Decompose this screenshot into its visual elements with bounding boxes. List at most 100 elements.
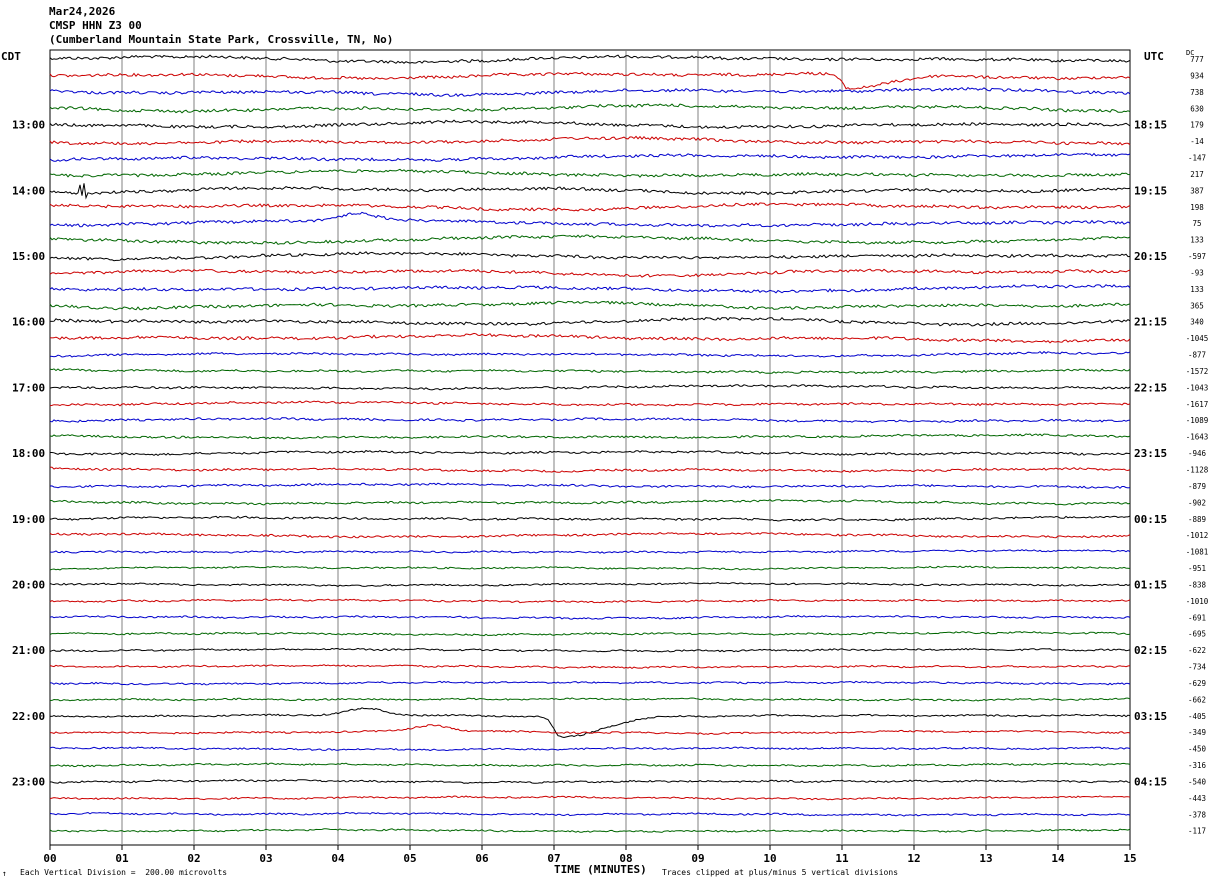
dc-offset-label: -147 — [1188, 154, 1206, 163]
dc-offset-label: 75 — [1192, 219, 1201, 228]
dc-offset-label: -889 — [1188, 515, 1206, 524]
trace-line — [49, 549, 1131, 554]
right-hour-label: 18:15 — [1134, 119, 1167, 132]
trace-line — [49, 332, 1131, 344]
dc-offset-label: -1128 — [1186, 466, 1209, 475]
trace-line — [49, 251, 1131, 262]
dc-offset-label: -622 — [1188, 646, 1206, 655]
corner-mark: ↑ — [2, 869, 7, 878]
dc-offset-label: -877 — [1188, 351, 1206, 360]
dc-offset-label: -879 — [1188, 482, 1206, 491]
trace-line — [49, 103, 1131, 114]
trace-line — [49, 268, 1131, 278]
dc-offset-label: -450 — [1188, 745, 1207, 754]
right-hour-label: 19:15 — [1134, 184, 1167, 197]
trace-line — [49, 466, 1131, 473]
x-tick-label: 15 — [1123, 852, 1136, 865]
dc-offset-label: -951 — [1188, 564, 1206, 573]
trace-line — [49, 795, 1131, 801]
x-tick-label: 05 — [403, 852, 416, 865]
station-label: CMSP HHN Z3 00 — [49, 19, 142, 32]
dc-offset-label: -1643 — [1186, 433, 1209, 442]
x-tick-label: 08 — [619, 852, 632, 865]
x-tick-label: 12 — [907, 852, 920, 865]
x-tick-label: 04 — [331, 852, 345, 865]
dc-header-label: DC — [1186, 49, 1195, 57]
dc-offset-label: -695 — [1188, 630, 1206, 639]
dc-offset-label: -14 — [1190, 137, 1204, 146]
dc-offset-label: -93 — [1190, 268, 1204, 277]
left-hour-label: 15:00 — [12, 250, 45, 263]
left-hour-label: 14:00 — [12, 184, 45, 197]
trace-line — [49, 482, 1131, 489]
x-tick-label: 02 — [187, 852, 200, 865]
dc-offset-label: -117 — [1188, 827, 1206, 836]
trace-line — [49, 384, 1131, 391]
dc-offset-label: -443 — [1188, 794, 1206, 803]
trace-line — [49, 664, 1131, 669]
trace-line — [49, 183, 1131, 200]
dc-offset-label: 340 — [1190, 318, 1204, 327]
trace-line — [49, 135, 1131, 146]
trace-line — [49, 284, 1131, 294]
right-timezone-label: UTC — [1144, 50, 1164, 63]
date-label: Mar24,2026 — [49, 5, 116, 18]
trace-line — [49, 119, 1131, 129]
dc-offset-label: 387 — [1190, 186, 1204, 195]
x-tick-label: 13 — [979, 852, 992, 865]
dc-offset-label: -1617 — [1186, 400, 1209, 409]
dc-offset-label: -597 — [1188, 252, 1206, 261]
trace-line — [49, 515, 1131, 522]
right-hour-label: 21:15 — [1134, 316, 1167, 329]
trace-line — [49, 680, 1131, 686]
trace-line — [49, 499, 1131, 506]
dc-offset-label: 777 — [1190, 55, 1204, 64]
left-hour-label: 13:00 — [12, 119, 45, 132]
dc-offset-label: -1045 — [1186, 334, 1209, 343]
right-hour-label: 00:15 — [1134, 513, 1167, 526]
dc-offset-label: -1010 — [1186, 597, 1209, 606]
left-hour-label: 18:00 — [12, 447, 45, 460]
trace-layer — [49, 54, 1131, 833]
x-tick-label: 09 — [691, 852, 704, 865]
trace-line — [49, 631, 1131, 637]
right-hour-label: 20:15 — [1134, 250, 1167, 263]
x-tick-label: 01 — [115, 852, 129, 865]
plot-frame — [49, 49, 1131, 846]
right-hour-label: 03:15 — [1134, 710, 1167, 723]
location-label: (Cumberland Mountain State Park, Crossvi… — [49, 33, 394, 46]
left-hour-label: 19:00 — [12, 513, 45, 526]
x-axis-title: TIME (MINUTES) — [554, 863, 647, 876]
right-hour-label: 23:15 — [1134, 447, 1167, 460]
dc-offset-label: -1043 — [1186, 383, 1209, 392]
dc-offset-label: 198 — [1190, 203, 1204, 212]
right-hour-label: 22:15 — [1134, 381, 1167, 394]
trace-line — [49, 168, 1131, 178]
trace-line — [49, 300, 1131, 311]
dc-offset-label: 133 — [1190, 236, 1204, 245]
trace-line — [49, 350, 1131, 358]
trace-line — [49, 724, 1131, 735]
dc-offset-label: 217 — [1190, 170, 1204, 179]
dc-offset-label: -1081 — [1186, 548, 1209, 557]
trace-line — [49, 778, 1131, 784]
trace-line — [49, 433, 1131, 440]
trace-line — [49, 811, 1131, 817]
x-tick-label: 11 — [835, 852, 849, 865]
grid-layer — [49, 49, 1131, 850]
trace-line — [49, 316, 1131, 327]
clip-note: Traces clipped at plus/minus 5 vertical … — [662, 868, 899, 877]
dc-offset-label: -1089 — [1186, 416, 1209, 425]
trace-line — [49, 71, 1131, 90]
trace-line — [49, 581, 1131, 587]
x-tick-label: 14 — [1051, 852, 1065, 865]
dc-offset-label: -838 — [1188, 580, 1207, 589]
dc-offset-label: 934 — [1190, 71, 1204, 80]
x-tick-label: 06 — [475, 852, 489, 865]
dc-offset-label: -1572 — [1186, 367, 1209, 376]
right-hour-label: 01:15 — [1134, 578, 1167, 591]
dc-offset-label: -946 — [1188, 449, 1207, 458]
dc-offset-label: -734 — [1188, 663, 1207, 672]
